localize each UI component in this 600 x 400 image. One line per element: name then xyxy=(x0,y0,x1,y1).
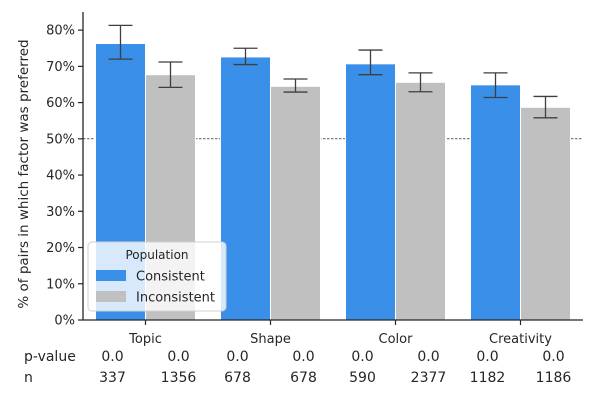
pvalue-consistent-shape: 0.0 xyxy=(226,349,248,365)
n-inconsistent-color: 2377 xyxy=(411,370,447,386)
x-tick-label-creativity: Creativity xyxy=(489,332,552,347)
bars-layer xyxy=(95,43,571,321)
pvalue-inconsistent-color: 0.0 xyxy=(417,349,439,365)
labels-layer: % of pairs in which factor was preferred… xyxy=(16,39,571,386)
n-row-label: n xyxy=(24,370,33,386)
error-bars-layer xyxy=(108,24,558,119)
n-consistent-topic: 337 xyxy=(99,370,126,386)
bar-consistent-creativity xyxy=(470,84,521,321)
y-axis-title: % of pairs in which factor was preferred xyxy=(16,39,32,308)
pvalue-consistent-creativity: 0.0 xyxy=(476,349,498,365)
legend: Population Consistent Inconsistent xyxy=(87,241,227,312)
x-tick-label-color: Color xyxy=(379,332,414,347)
n-consistent-creativity: 1182 xyxy=(470,370,506,386)
axes-layer: 0% 10% 20% 30% 40% 50% 60% 70% 80% xyxy=(46,12,583,329)
legend-title: Population xyxy=(125,248,188,262)
y-tick-label: 70% xyxy=(46,60,75,75)
legend-label-consistent: Consistent xyxy=(136,270,205,285)
legend-label-inconsistent: Inconsistent xyxy=(136,291,215,306)
n-consistent-shape: 678 xyxy=(224,370,251,386)
bar-inconsistent-color xyxy=(395,81,446,321)
x-tick-label-topic: Topic xyxy=(128,332,162,347)
pvalue-inconsistent-topic: 0.0 xyxy=(167,349,189,365)
x-tick-label-shape: Shape xyxy=(250,332,291,347)
pvalue-consistent-topic: 0.0 xyxy=(101,349,123,365)
legend-swatch-consistent xyxy=(96,270,126,281)
bar-consistent-shape xyxy=(220,56,271,321)
y-tick-label: 10% xyxy=(46,277,75,292)
y-tick-label: 80% xyxy=(46,24,75,39)
bar-consistent-color xyxy=(345,63,396,321)
y-tick-label: 20% xyxy=(46,241,75,256)
legend-swatch-inconsistent xyxy=(96,291,126,302)
y-tick-label: 40% xyxy=(46,169,75,184)
y-tick-label: 60% xyxy=(46,96,75,111)
pvalue-inconsistent-creativity: 0.0 xyxy=(542,349,564,365)
n-inconsistent-shape: 678 xyxy=(290,370,317,386)
y-tick-label: 30% xyxy=(46,205,75,220)
n-inconsistent-creativity: 1186 xyxy=(536,370,572,386)
n-consistent-color: 590 xyxy=(349,370,376,386)
n-inconsistent-topic: 1356 xyxy=(161,370,197,386)
bar-inconsistent-shape xyxy=(270,85,321,321)
bar-inconsistent-creativity xyxy=(520,106,571,321)
pvalue-inconsistent-shape: 0.0 xyxy=(292,349,314,365)
y-tick-label: 0% xyxy=(54,314,75,329)
pvalue-consistent-color: 0.0 xyxy=(351,349,373,365)
y-tick-label: 50% xyxy=(46,132,75,147)
pvalue-row-label: p-value xyxy=(24,349,76,365)
